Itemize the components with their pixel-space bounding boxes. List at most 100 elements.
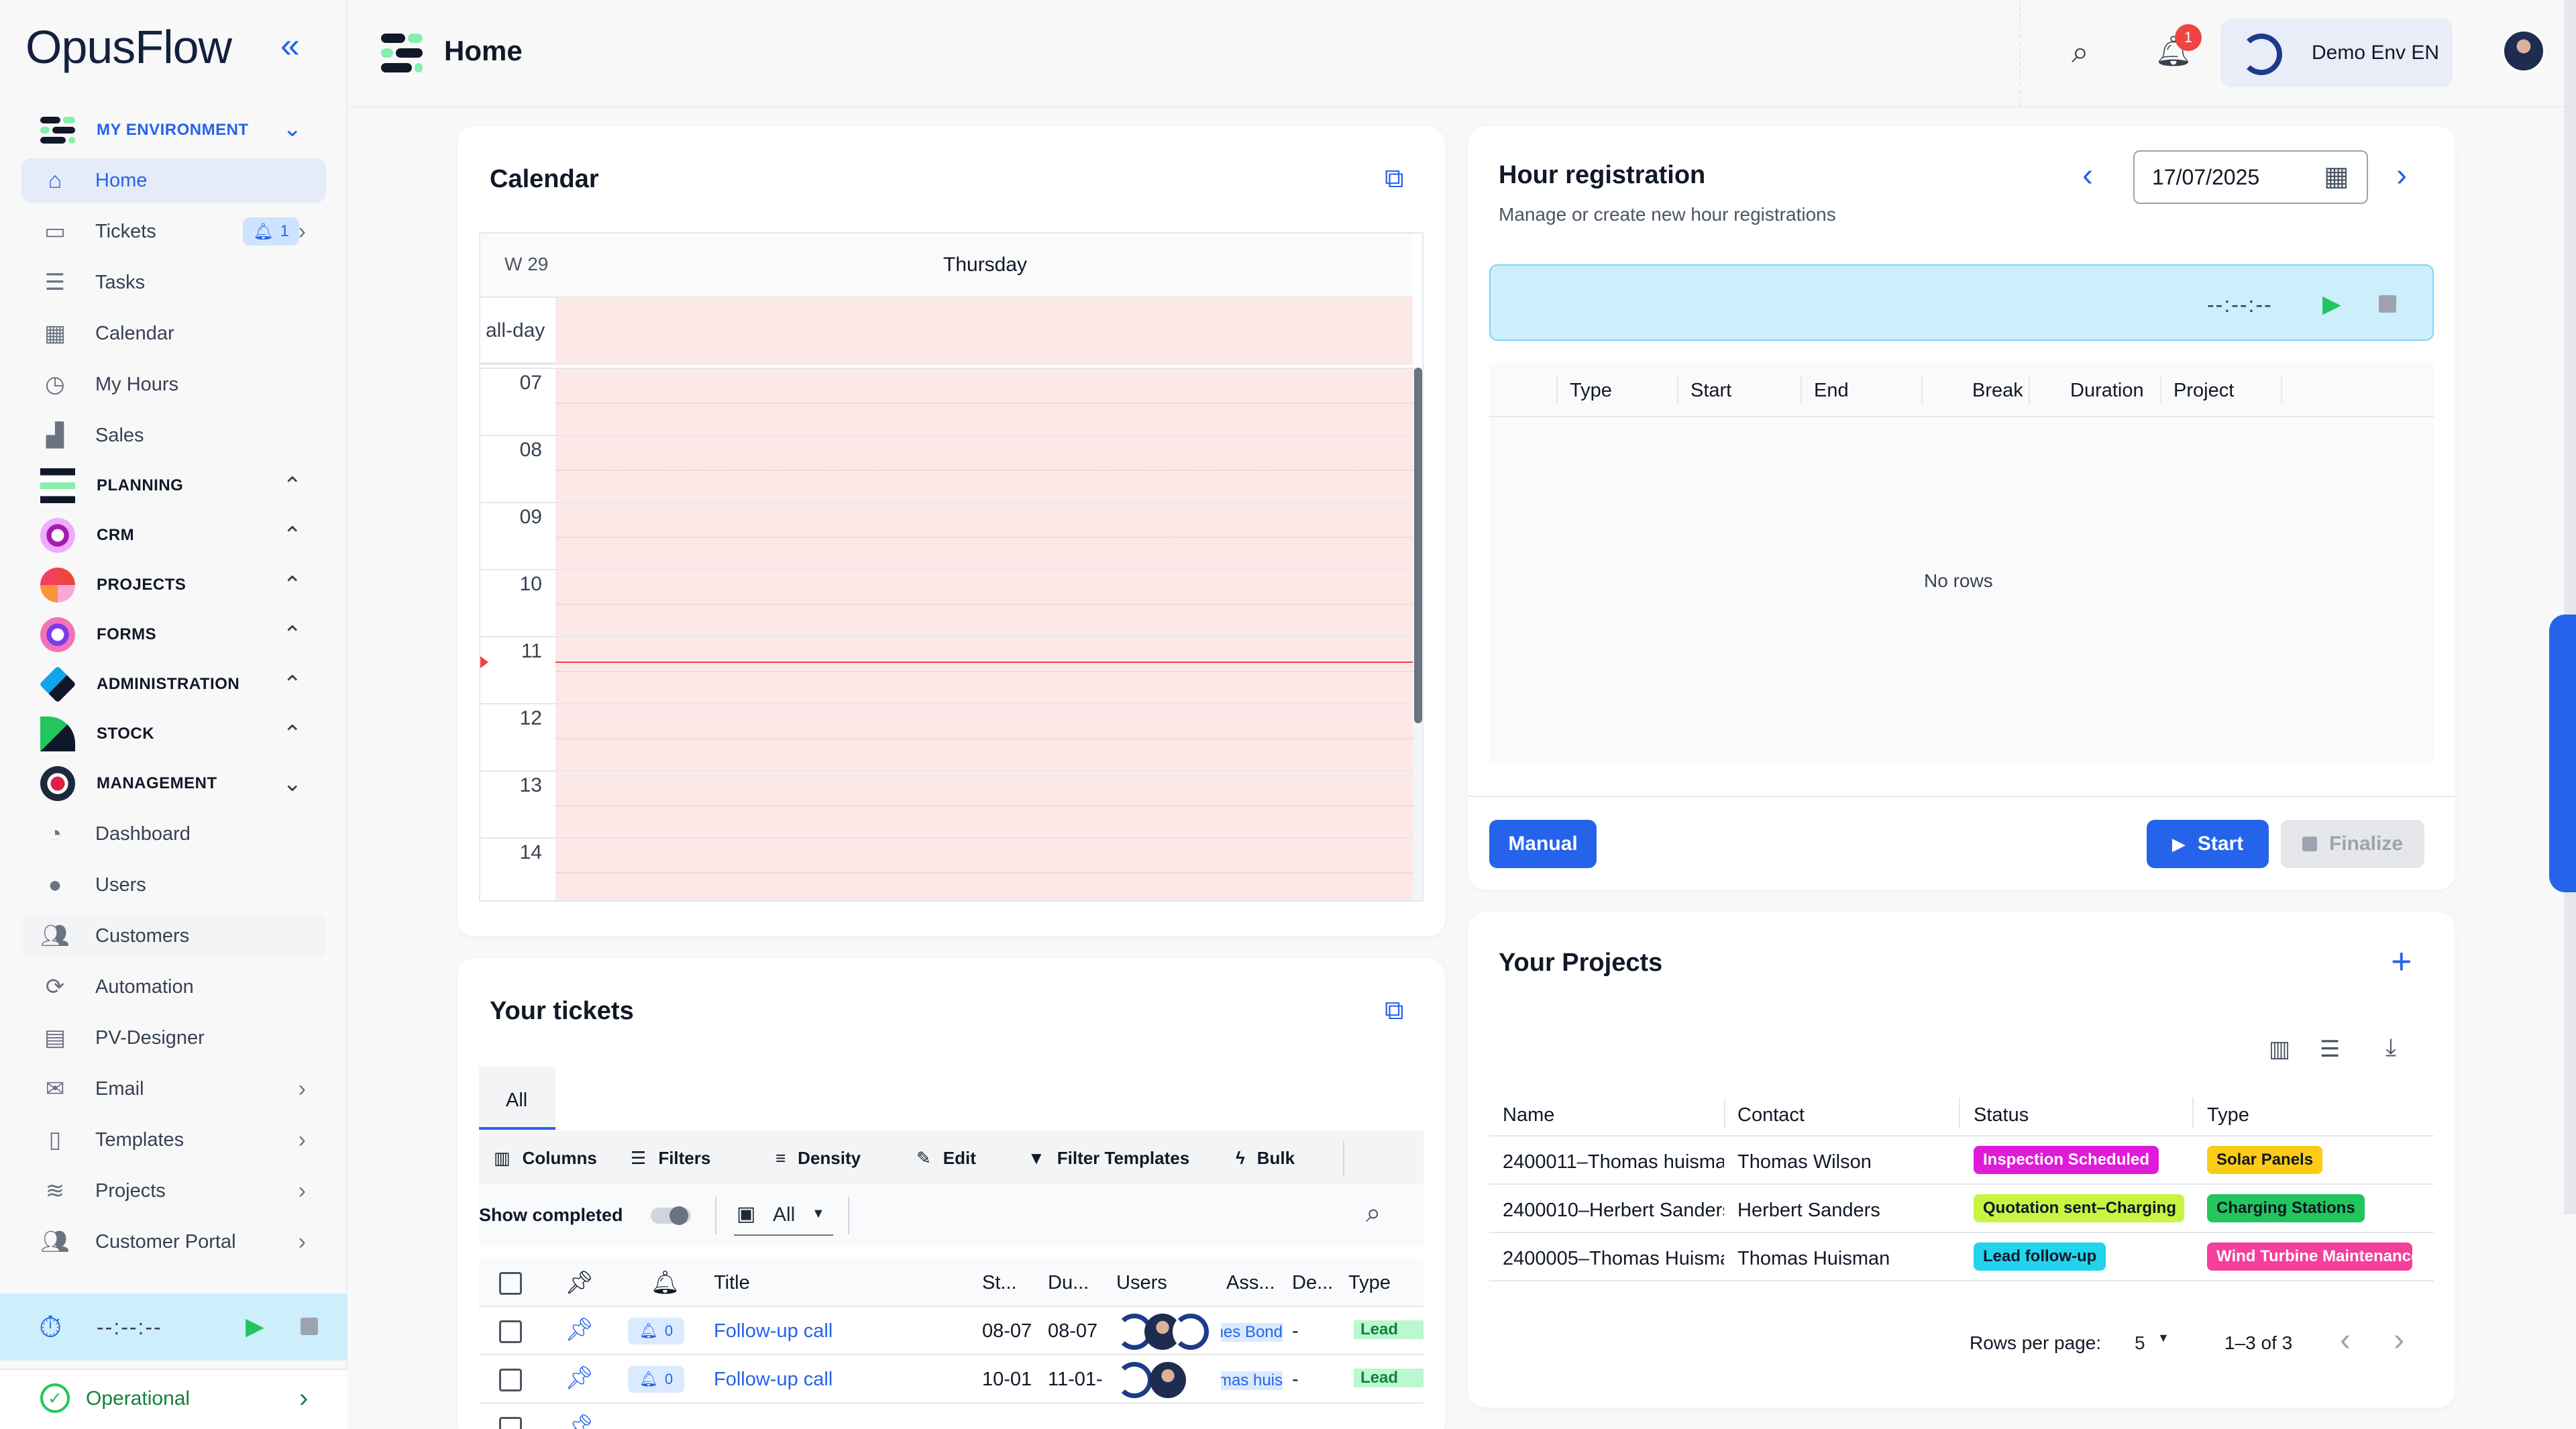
open-external-icon[interactable]: ⧉: [1385, 996, 1404, 1025]
environment-switcher[interactable]: MY ENVIRONMENT ⌄: [40, 111, 302, 149]
hour-row[interactable]: 14: [480, 837, 1413, 900]
play-icon[interactable]: ▶: [246, 1312, 264, 1340]
start-button[interactable]: ▶ Start: [2147, 820, 2269, 868]
search-icon[interactable]: ⌕: [1366, 1198, 1381, 1228]
reminder-badge[interactable]: 🔔︎ 0: [628, 1366, 684, 1393]
stop-icon[interactable]: [301, 1318, 318, 1335]
nav-sales[interactable]: ▟ Sales: [21, 413, 326, 458]
column-users[interactable]: Users: [1116, 1272, 1167, 1293]
bulk-button[interactable]: ϟ Bulk: [1236, 1147, 1295, 1168]
column-type[interactable]: Type: [1570, 380, 1612, 401]
status-row[interactable]: ✓ Operational ›: [0, 1369, 347, 1429]
nav-projects[interactable]: ≋ Projects ›: [21, 1169, 326, 1213]
show-completed-toggle[interactable]: [651, 1206, 691, 1225]
hour-row[interactable]: 09: [480, 502, 1413, 570]
row-checkbox[interactable]: [499, 1369, 522, 1391]
calendar-scrollbar[interactable]: [1413, 368, 1422, 900]
open-external-icon[interactable]: ⧉: [1385, 164, 1404, 193]
side-drawer-tab[interactable]: [2549, 615, 2576, 892]
avatar[interactable]: [1173, 1314, 1209, 1350]
stop-icon[interactable]: [2379, 295, 2396, 313]
filters-button[interactable]: ☰ Filters: [631, 1147, 711, 1168]
manual-button[interactable]: Manual: [1489, 820, 1597, 868]
previous-day-icon[interactable]: ‹: [2082, 158, 2093, 193]
environment-chip[interactable]: Demo Env EN: [2220, 19, 2453, 87]
column-type[interactable]: Type: [1348, 1272, 1391, 1293]
nav-automation[interactable]: ⟳ Automation: [21, 965, 326, 1009]
next-page-icon[interactable]: ›: [2394, 1322, 2404, 1358]
column-status[interactable]: Status: [1974, 1104, 2029, 1126]
columns-icon[interactable]: ▥: [2269, 1037, 2291, 1062]
nav-tasks[interactable]: ☰ Tasks: [21, 260, 326, 305]
section-management[interactable]: MANAGEMENT ⌄: [40, 763, 309, 804]
hour-row[interactable]: 13: [480, 770, 1413, 839]
density-button[interactable]: ≡ Density: [775, 1147, 861, 1168]
search-icon[interactable]: ⌕: [2072, 34, 2089, 69]
finalize-button[interactable]: Finalize: [2281, 820, 2424, 868]
nav-my-hours[interactable]: ◷ My Hours: [21, 362, 326, 407]
calendar-icon[interactable]: ▦: [2324, 162, 2349, 191]
project-link[interactable]: 2400011–Thomas huisman: [1503, 1151, 1724, 1173]
nav-customer-portal[interactable]: 👥︎ Customer Portal ›: [40, 1228, 306, 1255]
hour-row[interactable]: 12: [480, 703, 1413, 772]
nav-dashboard[interactable]: ◔ Dashboard: [21, 812, 326, 856]
user-avatar[interactable]: [2502, 30, 2545, 72]
hour-row[interactable]: 11: [480, 636, 1413, 704]
project-link[interactable]: 2400010–Herbert Sanders: [1503, 1200, 1724, 1221]
page-scrollbar[interactable]: [2564, 0, 2576, 1214]
column-name[interactable]: Name: [1503, 1104, 1555, 1126]
collapse-sidebar-icon[interactable]: «: [280, 26, 300, 65]
rows-per-page-select[interactable]: 5 ▼: [2135, 1331, 2169, 1353]
project-link[interactable]: 2400005–Thomas Huisman: [1503, 1248, 1724, 1269]
previous-page-icon[interactable]: ‹: [2340, 1322, 2351, 1358]
add-project-icon[interactable]: +: [2391, 941, 2412, 982]
calendar-scroll-thumb[interactable]: [1414, 368, 1422, 723]
avatar[interactable]: [1116, 1362, 1152, 1398]
hour-row[interactable]: 08: [480, 435, 1413, 503]
section-projects[interactable]: PROJECTS ⌃: [40, 565, 309, 605]
section-forms[interactable]: FORMS ⌃: [40, 615, 309, 655]
reminder-badge[interactable]: 🔔︎ 0: [628, 1318, 684, 1344]
nav-calendar[interactable]: ▦ Calendar: [21, 311, 326, 356]
section-crm[interactable]: CRM ⌃: [40, 515, 309, 555]
table-row[interactable]: 2400011–Thomas huisman Thomas Wilson Ins…: [1489, 1136, 2434, 1185]
column-start[interactable]: Start: [1690, 380, 1732, 401]
avatar[interactable]: [1150, 1362, 1186, 1398]
column-description[interactable]: De...: [1292, 1272, 1334, 1293]
next-day-icon[interactable]: ›: [2396, 158, 2407, 193]
table-row[interactable]: 📌︎: [479, 1404, 1424, 1429]
nav-pv-designer[interactable]: ▤ PV-Designer: [21, 1016, 326, 1060]
filter-icon[interactable]: ☰: [2320, 1037, 2341, 1062]
row-checkbox[interactable]: [499, 1417, 522, 1429]
nav-users[interactable]: ● Users: [21, 863, 326, 907]
table-row[interactable]: 📌︎ 🔔︎0 Follow-up call 10-01 11-01- Thoma…: [479, 1355, 1424, 1404]
date-input[interactable]: 17/07/2025 ▦: [2133, 150, 2368, 204]
nav-email[interactable]: ✉ Email ›: [21, 1067, 326, 1111]
ticket-title-link[interactable]: Follow-up call: [714, 1320, 833, 1342]
column-title[interactable]: Title: [714, 1272, 750, 1293]
table-row[interactable]: 📌︎ 🔔︎0 Follow-up call 08-07 08-07 James …: [479, 1307, 1424, 1355]
column-start[interactable]: St...: [982, 1272, 1017, 1293]
section-stock[interactable]: STOCK ⌃: [40, 714, 309, 754]
pin-icon[interactable]: 📌︎: [565, 1365, 594, 1391]
table-row[interactable]: 2400005–Thomas Huisman Thomas Huisman Le…: [1489, 1233, 2434, 1281]
hour-row[interactable]: 10: [480, 569, 1413, 637]
edit-button[interactable]: ✎ Edit: [916, 1147, 976, 1168]
play-icon[interactable]: ▶: [2322, 290, 2341, 317]
section-administration[interactable]: ADMINISTRATION ⌃: [39, 664, 309, 704]
column-assignee[interactable]: Ass...: [1226, 1272, 1275, 1293]
column-due[interactable]: Du...: [1048, 1272, 1089, 1293]
pin-icon[interactable]: 📌︎: [565, 1414, 594, 1429]
column-break[interactable]: Break: [1972, 380, 2023, 401]
select-all-checkbox[interactable]: [499, 1272, 522, 1295]
allday-slot[interactable]: [555, 298, 1413, 365]
column-end[interactable]: End: [1814, 380, 1849, 401]
row-checkbox[interactable]: [499, 1320, 522, 1343]
filter-templates-button[interactable]: ▼ Filter Templates: [1028, 1147, 1190, 1168]
column-duration[interactable]: Duration: [2070, 380, 2144, 401]
column-project[interactable]: Project: [2174, 380, 2235, 401]
pin-icon[interactable]: 📌︎: [565, 1317, 594, 1342]
column-type[interactable]: Type: [2207, 1104, 2249, 1126]
download-icon[interactable]: ⤓: [2385, 1033, 2396, 1061]
nav-home[interactable]: ⌂ Home: [21, 158, 326, 203]
